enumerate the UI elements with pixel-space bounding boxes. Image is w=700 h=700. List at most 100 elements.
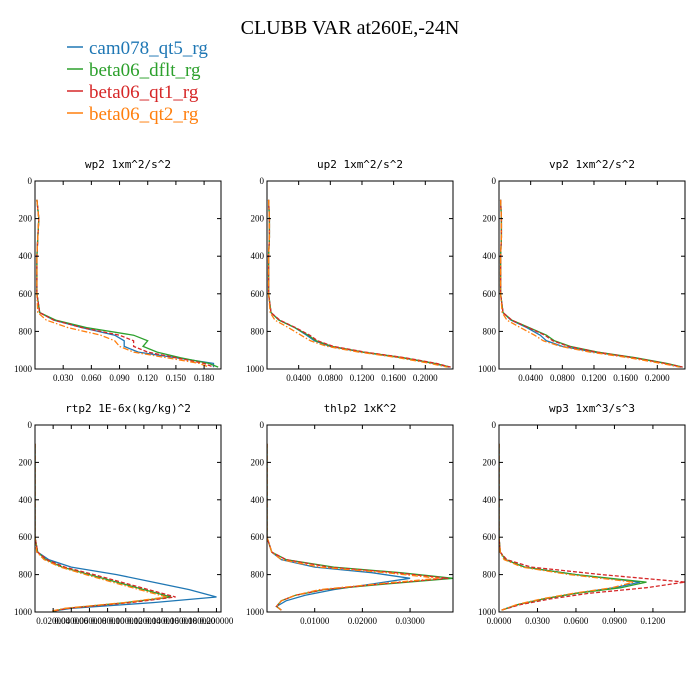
x-tick-label: 0.0400 xyxy=(286,373,311,383)
panel-title: thlp2 1xK^2 xyxy=(324,402,397,415)
panel-5: wp3 1xm^3/s^3 0 200 400 600 800 10000.0000 0.03… xyxy=(478,402,686,626)
y-tick-label: 0 xyxy=(492,420,497,430)
x-tick-label: 0.180 xyxy=(194,373,215,383)
series-line-0 xyxy=(267,443,411,611)
y-tick-label: 0 xyxy=(492,176,497,186)
x-tick-label: 0.0300 xyxy=(525,616,550,626)
y-tick-label: 1000 xyxy=(14,607,33,617)
series-line-3 xyxy=(267,443,439,611)
x-tick-label: 0.1600 xyxy=(613,373,638,383)
series-line-2 xyxy=(267,443,449,611)
x-tick-label: 0.0400 xyxy=(518,373,543,383)
y-tick-label: 1000 xyxy=(246,607,265,617)
series-line-0 xyxy=(36,199,215,368)
plot-frame xyxy=(34,424,222,613)
legend-entry-3: beta06_qt2_rg xyxy=(67,104,199,125)
panel-3: rtp2 1E-6x(kg/kg)^2 0 200 400 600 800 10000.02… xyxy=(14,402,234,626)
x-tick-label: 0.02000 xyxy=(348,616,378,626)
series-line-2 xyxy=(35,443,176,612)
x-tick-label: 0.090 xyxy=(109,373,130,383)
panel-1: up2 1xm^2/s^2 0 200 400 600 800 1000 0.0400 0.08… xyxy=(246,158,454,383)
y-tick-label: 200 xyxy=(19,457,33,467)
series-line-0 xyxy=(499,199,682,368)
x-tick-label: 0.2000 xyxy=(645,373,670,383)
x-tick-label: 0.060 xyxy=(81,373,102,383)
legend-label-3: beta06_qt2_rg xyxy=(89,104,199,125)
y-tick-label: 800 xyxy=(251,570,265,580)
x-tick-label: 0.020000 xyxy=(36,616,70,626)
y-tick-label: 400 xyxy=(483,251,497,261)
series-line-1 xyxy=(36,199,219,368)
legend: cam078_qt5_rg beta06_dflt_rg beta06_qt1_… xyxy=(67,38,208,125)
panel-title: wp3 1xm^3/s^3 xyxy=(549,402,635,415)
x-tick-label: 0.03000 xyxy=(395,616,425,626)
y-tick-label: 600 xyxy=(19,289,33,299)
y-tick-label: 800 xyxy=(251,326,265,336)
y-tick-label: 400 xyxy=(251,495,265,505)
y-tick-label: 0 xyxy=(260,176,265,186)
series-group xyxy=(499,199,683,368)
panel-title: vp2 1xm^2/s^2 xyxy=(549,158,635,171)
y-tick-label: 200 xyxy=(483,457,497,467)
y-tick-label: 600 xyxy=(251,532,265,542)
x-tick-label: 0.01000 xyxy=(300,616,330,626)
y-tick-label: 1000 xyxy=(478,364,497,374)
y-tick-label: 1000 xyxy=(246,364,265,374)
y-tick-label: 400 xyxy=(483,495,497,505)
series-line-0 xyxy=(267,199,450,368)
y-tick-label: 1000 xyxy=(478,607,497,617)
y-tick-label: 400 xyxy=(19,251,33,261)
x-tick-label: 0.120 xyxy=(138,373,159,383)
x-tick-label: 0.0800 xyxy=(318,373,343,383)
y-tick-label: 1000 xyxy=(14,364,33,374)
x-tick-label: 0.100000 xyxy=(109,616,143,626)
series-group xyxy=(499,443,685,611)
panels: wp2 1xm^2/s^2 0 200 400 600 800 1000 0.030 0.060… xyxy=(14,158,686,626)
legend-label-1: beta06_dflt_rg xyxy=(89,60,201,81)
y-tick-label: 0 xyxy=(28,420,33,430)
y-tick-label: 600 xyxy=(19,532,33,542)
series-line-1 xyxy=(267,199,451,368)
plot-frame xyxy=(34,180,222,370)
series-line-2 xyxy=(267,199,451,368)
x-tick-label: 0.1200 xyxy=(350,373,375,383)
y-tick-label: 200 xyxy=(251,214,265,224)
panel-title: up2 1xm^2/s^2 xyxy=(317,158,403,171)
y-tick-label: 800 xyxy=(19,326,33,336)
plot-frame xyxy=(498,180,686,370)
plot-frame xyxy=(498,424,686,613)
series-line-0 xyxy=(499,443,641,611)
x-tick-label: 0.180000 xyxy=(181,616,215,626)
y-tick-label: 800 xyxy=(483,570,497,580)
series-line-0 xyxy=(35,443,217,612)
x-tick-label: 0.200000 xyxy=(200,616,234,626)
x-tick-label: 0.0600 xyxy=(564,616,589,626)
series-line-3 xyxy=(267,199,448,368)
x-tick-label: 0.1200 xyxy=(641,616,666,626)
y-tick-label: 800 xyxy=(483,326,497,336)
y-tick-label: 200 xyxy=(483,214,497,224)
y-tick-label: 0 xyxy=(260,420,265,430)
series-line-2 xyxy=(36,199,214,368)
x-tick-label: 0.160000 xyxy=(163,616,197,626)
y-tick-label: 200 xyxy=(19,214,33,224)
x-tick-label: 0.0800 xyxy=(550,373,575,383)
x-tick-label: 0.150 xyxy=(166,373,187,383)
series-line-2 xyxy=(499,443,685,611)
x-tick-label: 0.140000 xyxy=(145,616,179,626)
series-line-2 xyxy=(499,199,683,368)
x-tick-label: 0.040000 xyxy=(54,616,88,626)
series-line-1 xyxy=(499,199,683,368)
panel-4: thlp2 1xK^2 0 200 400 600 800 1000 0.01000 0.020… xyxy=(246,402,454,626)
series-line-3 xyxy=(499,443,634,611)
plot-frame xyxy=(266,180,454,370)
series-group xyxy=(36,199,219,368)
series-line-1 xyxy=(35,443,172,612)
y-tick-label: 0 xyxy=(28,176,33,186)
y-tick-label: 600 xyxy=(483,532,497,542)
figure-title: CLUBB VAR at260E,-24N xyxy=(241,17,460,39)
series-group xyxy=(267,443,453,611)
x-tick-label: 0.120000 xyxy=(127,616,161,626)
plot-frame xyxy=(266,424,454,613)
x-tick-label: 0.2000 xyxy=(413,373,438,383)
